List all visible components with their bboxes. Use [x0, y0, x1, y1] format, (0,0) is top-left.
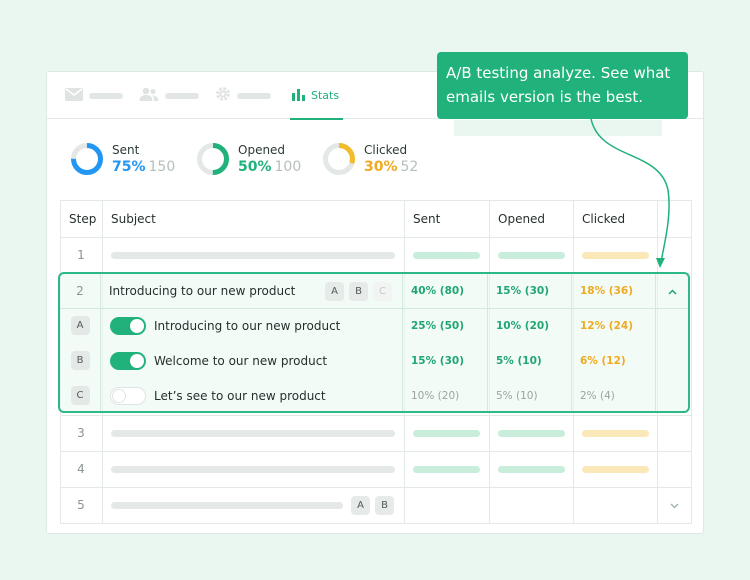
- subject-placeholder: [111, 466, 395, 473]
- stat-opened: Opened 50% 100: [196, 139, 301, 179]
- row-variant-badges: A B C: [325, 274, 392, 308]
- variant-letter: B: [70, 351, 90, 370]
- envelope-icon: [65, 86, 83, 105]
- variant-opened: 5% (10): [496, 354, 542, 367]
- tab-subscribers[interactable]: [139, 72, 199, 119]
- stat-count: 150: [148, 159, 176, 175]
- gear-icon: [215, 86, 231, 106]
- callout-line-2: emails version is the best.: [446, 88, 644, 106]
- sent-placeholder: [413, 252, 480, 259]
- variant-toggle[interactable]: [110, 386, 146, 405]
- sent-placeholder: [413, 430, 480, 437]
- callout-line-1: A/B testing analyze. See what: [446, 64, 671, 82]
- variant-toggle-cell: [110, 343, 146, 378]
- expanded-step-row: 2 Introducing to our new product A B C 4…: [58, 272, 690, 413]
- header-opened: Opened: [498, 212, 546, 226]
- variant-badge[interactable]: A: [351, 495, 370, 515]
- variant-sent: 15% (30): [411, 354, 464, 367]
- variant-toggle[interactable]: [110, 351, 146, 370]
- opened-placeholder: [498, 466, 565, 473]
- stat-percent: 50%: [238, 159, 272, 175]
- variant-clicked: 2% (4): [580, 389, 615, 402]
- row-step-number: 5: [77, 498, 85, 512]
- sent-ring-chart: [70, 142, 104, 176]
- stat-count: 100: [274, 159, 302, 175]
- variant-subject: Let’s see to our new product: [154, 388, 326, 403]
- tab-label-placeholder: [237, 92, 271, 99]
- variant-subject: Introducing to our new product: [154, 318, 341, 333]
- row-variant-badges: A B: [351, 487, 394, 523]
- variant-opened: 5% (10): [496, 389, 538, 402]
- header-subject: Subject: [111, 212, 156, 226]
- subject-placeholder: [111, 252, 395, 259]
- clicked-ring-chart: [322, 142, 356, 176]
- tab-stats[interactable]: Stats: [289, 72, 344, 120]
- row-step-number: 1: [77, 248, 85, 262]
- variant-letter: C: [70, 386, 90, 405]
- variant-sent: 25% (50): [411, 319, 464, 332]
- tab-label-placeholder: [165, 92, 199, 99]
- variant-toggle[interactable]: [110, 316, 146, 335]
- stat-label: Clicked: [364, 143, 408, 157]
- stat-label: Opened: [238, 143, 286, 157]
- callout-shadow: [454, 120, 662, 136]
- header-sent: Sent: [413, 212, 441, 226]
- row-step-number: 3: [77, 426, 85, 440]
- sent-placeholder: [413, 466, 480, 473]
- chevron-down-icon: [670, 499, 679, 512]
- stat-percent: 30%: [364, 159, 398, 175]
- clicked-placeholder: [582, 430, 649, 437]
- variant-letter-cell: A: [60, 308, 100, 343]
- header-step: Step: [69, 212, 97, 226]
- clicked-placeholder: [582, 252, 649, 259]
- expand-row-button[interactable]: [657, 487, 691, 523]
- variant-letter: A: [70, 316, 90, 335]
- row-sent: 40% (80): [411, 285, 464, 297]
- tab-label-placeholder: [89, 92, 123, 99]
- clicked-placeholder: [582, 466, 649, 473]
- ab-testing-callout: A/B testing analyze. See what emails ver…: [437, 52, 688, 119]
- tab-emails[interactable]: [65, 72, 123, 119]
- variant-letter-cell: C: [60, 378, 100, 413]
- row-subject: Introducing to our new product: [109, 284, 296, 298]
- stat-clicked: Clicked 30% 52: [322, 139, 418, 179]
- collapse-row-button[interactable]: [655, 274, 689, 308]
- variant-clicked: 12% (24): [580, 319, 633, 332]
- subject-placeholder: [111, 430, 395, 437]
- row-step-number: 4: [77, 462, 85, 476]
- opened-placeholder: [498, 430, 565, 437]
- chevron-up-icon: [667, 285, 677, 298]
- tab-settings[interactable]: [215, 72, 271, 119]
- stat-count: 52: [400, 159, 419, 175]
- variant-sent: 10% (20): [411, 389, 460, 402]
- row-clicked: 18% (36): [580, 285, 633, 297]
- variant-subject: Welcome to our new product: [154, 353, 328, 368]
- stat-percent: 75%: [112, 159, 146, 175]
- variant-badge[interactable]: B: [349, 281, 368, 301]
- opened-placeholder: [498, 252, 565, 259]
- subject-placeholder: [111, 502, 343, 509]
- variant-letter-cell: B: [60, 343, 100, 378]
- variant-badge[interactable]: C: [373, 281, 392, 301]
- opened-ring-chart: [196, 142, 230, 176]
- variant-badge[interactable]: B: [375, 495, 394, 515]
- stat-sent: Sent 75% 150: [70, 139, 175, 179]
- row-step-number: 2: [76, 284, 84, 298]
- stat-label: Sent: [112, 143, 140, 157]
- row-opened: 15% (30): [496, 285, 549, 297]
- variant-badge[interactable]: A: [325, 281, 344, 301]
- tab-stats-label: Stats: [311, 89, 340, 102]
- bar-chart-icon: [292, 88, 305, 104]
- variant-toggle-cell: [110, 378, 146, 413]
- tab-bar: Stats: [47, 72, 703, 120]
- variant-toggle-cell: [110, 308, 146, 343]
- header-clicked: Clicked: [582, 212, 626, 226]
- variant-clicked: 6% (12): [580, 354, 626, 367]
- variant-opened: 10% (20): [496, 319, 549, 332]
- users-icon: [139, 86, 159, 105]
